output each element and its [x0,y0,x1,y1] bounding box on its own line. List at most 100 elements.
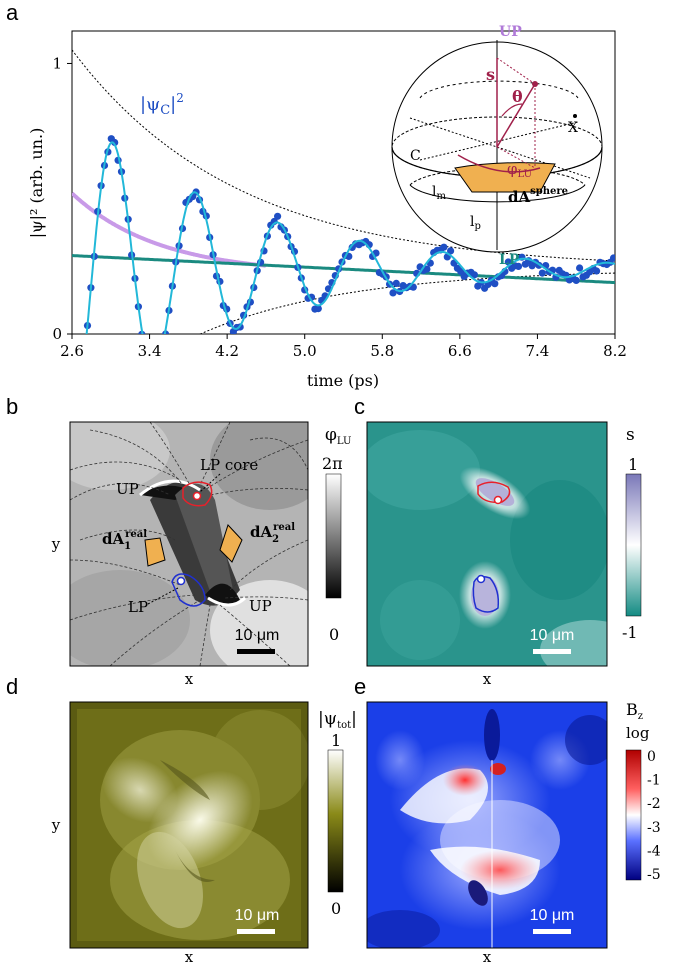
phase-map [70,422,308,666]
e-colorbar-tick-label: -3 [647,820,661,836]
purple-decay-line [72,191,267,268]
d-colorbar-min: 0 [331,899,341,918]
amplitude-map [70,702,308,948]
c-x-label: x [483,670,492,688]
panel-e: e 10 μm x Bz log 0 -1 -2 -3 -4 -5 [354,674,661,964]
b-colorbar-max: 2π [322,454,343,473]
b-up-bottom-label: UP [249,597,272,615]
b-dA1-label: dA1real [102,529,147,552]
data-point [392,279,400,287]
c-colorbar-min: -1 [622,623,638,642]
b-scale-bar-label: 10 μm [235,627,280,644]
x-axis-label: time (ps) [307,371,379,390]
sphere-theta-label: θ [512,87,523,106]
y-tick-label: 1 [52,54,62,72]
panel-a-letter: a [6,0,19,25]
x-tick-label: 4.2 [215,342,239,360]
e-colorbar-tick-label: -5 [647,867,661,883]
d-scale-bar-label: 10 μm [235,907,280,924]
data-point [609,254,615,262]
x-axis-ticks: 2.6 3.4 4.2 5.0 5.8 6.6 7.4 8.2 [60,334,627,360]
d-x-label: x [185,948,194,964]
d-colorbar-max: 1 [331,731,341,750]
data-point [593,267,601,275]
data-point [314,305,322,313]
b-dA2-label: dA2real [250,522,295,545]
sphere-dA-label: dAsphere [508,186,568,206]
e-colorbar-ticks: 0 -1 -2 -3 -4 -5 [647,749,661,883]
c-scale-bar-label: 10 μm [530,627,575,644]
e-colorbar-tick-label: -2 [647,796,661,812]
x-tick-label: 5.0 [293,342,317,360]
x-tick-label: 5.8 [370,342,394,360]
fit-line [85,141,615,334]
envelope-upper-line [72,49,615,262]
e-colorbar-title: Bz [626,700,643,722]
d-y-label: y [51,816,61,834]
panel-e-letter: e [354,674,366,699]
e-colorbar [625,749,642,881]
data-point [74,409,81,416]
d-colorbar-title: |ψtot| [318,709,357,731]
b-colorbar-min: 0 [329,625,339,644]
b-colorbar [325,473,342,599]
b-x-label: x [185,670,194,688]
panel-c-letter: c [354,394,365,419]
y-axis-label: |ψ|² (arb. un.) [27,128,46,239]
spin-map [367,422,607,666]
c-colorbar [625,473,642,617]
e-colorbar-subtitle: log [626,724,650,742]
sphere-s-label: s [486,65,495,84]
data-point [576,264,584,272]
data-point [491,280,499,288]
sphere-lp-label: LP [499,252,520,268]
e-scale-bar-label: 10 μm [530,907,575,924]
data-point [423,265,431,273]
b-scale-bar [237,649,275,654]
panel-a: a 2.6 3.4 4.2 5.0 5.8 6.6 7.4 8.2 01 time (ps) … [6,0,627,416]
x-tick-label: 8.2 [603,342,627,360]
e-colorbar-tick-label: -1 [647,773,661,789]
x-tick-label: 3.4 [138,342,162,360]
sphere-c-label: C [410,148,421,164]
x-tick-label: 2.6 [60,342,84,360]
c-scale-bar [533,649,571,654]
teal-line [72,254,615,285]
panel-d-letter: d [6,674,18,699]
bloch-sphere: UP LP s θ φLU X C lm lp dAsphere [391,24,603,268]
b-up-top-label: UP [116,480,139,498]
sphere-phi-label: φLU [507,160,532,180]
data-point [538,269,546,277]
data-point [274,212,282,220]
panel-c: c 10 μm x s 1 -1 [354,394,642,688]
panel-b: b [6,394,351,688]
x-tick-label: 6.6 [448,342,472,360]
bz-map [367,702,607,948]
y-axis-ticks: 01 [52,54,72,343]
e-colorbar-tick-label: -4 [647,843,661,859]
data-point [470,271,478,279]
panel-b-letter: b [6,394,18,419]
b-y-label: y [51,535,61,553]
sphere-lm-label: lm [432,184,446,202]
sphere-lp-edge-label: lp [470,214,481,232]
sphere-up-label: UP [499,24,522,40]
e-scale-bar [533,929,571,934]
c-colorbar-title: s [626,425,635,445]
y-tick-label: 0 [52,325,62,343]
b-lp-label: LP [128,598,148,616]
data-point [440,243,448,251]
data-point [447,247,455,255]
sphere-x-label: X [568,120,578,136]
data-point [514,262,523,270]
data-point [77,392,84,399]
envelope-lower-line [72,272,615,334]
d-colorbar [327,749,344,893]
data-point [111,138,119,147]
b-lp-core-label: LP core [200,456,258,474]
data-point [572,276,580,284]
data-point [81,360,88,367]
x-tick-label: 7.4 [525,342,549,360]
d-scale-bar [237,929,275,934]
